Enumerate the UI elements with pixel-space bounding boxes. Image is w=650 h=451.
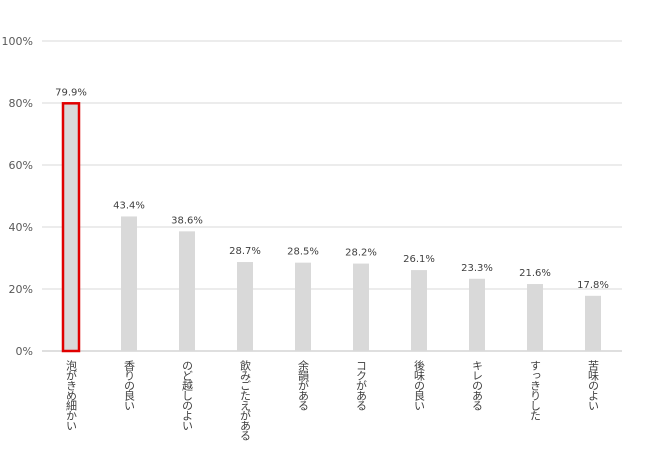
category-label: キレのある: [471, 360, 484, 411]
category-label: すっきりした: [529, 360, 542, 421]
y-tick-label: 20%: [9, 283, 33, 296]
data-labels: 79.9% 43.4% 38.6% 28.7% 28.5% 28.2% 26.1% 23.3%…: [55, 87, 609, 291]
gridlines: [42, 40, 622, 352]
category-label: 飲みごたえがある: [239, 359, 252, 441]
y-tick-label: 40%: [9, 221, 33, 234]
data-label: 26.1%: [403, 254, 435, 265]
data-label: 23.3%: [461, 263, 493, 274]
bar: [295, 262, 311, 351]
category-labels: 泡がきめ細かい 香りの良い のど越しのよい 飲みごたえがある 余韻がある コクがある 後味の…: [65, 359, 600, 441]
data-label: 43.4%: [113, 200, 145, 211]
category-label: のど越しのよい: [181, 360, 194, 430]
data-label: 28.7%: [229, 246, 261, 257]
bar: [353, 263, 369, 351]
category-label: 香りの良い: [123, 360, 136, 410]
bar: [469, 278, 485, 351]
y-tick-label: 80%: [9, 97, 33, 110]
y-tick-label: 100%: [2, 35, 33, 48]
y-axis-ticks: 0% 20% 40% 60% 80% 100%: [2, 35, 33, 358]
data-label: 17.8%: [577, 280, 609, 291]
data-label: 79.9%: [55, 87, 87, 98]
bar-highlighted: [61, 102, 81, 353]
data-label: 28.2%: [345, 248, 377, 259]
category-label: 苦味のよい: [587, 360, 600, 410]
y-tick-label: 60%: [9, 159, 33, 172]
data-label: 21.6%: [519, 268, 551, 279]
bars: [61, 102, 601, 353]
bar: [585, 295, 601, 351]
category-label: 余韻がある: [297, 359, 310, 411]
category-label: コクがある: [355, 360, 368, 411]
category-label: 後味の良い: [413, 359, 426, 410]
data-label: 38.6%: [171, 215, 203, 226]
bar: [179, 231, 195, 351]
data-label: 28.5%: [287, 247, 319, 258]
y-tick-label: 0%: [16, 345, 33, 358]
bar: [411, 270, 427, 351]
bar: [527, 284, 543, 351]
bar: [121, 216, 137, 351]
category-label: 泡がきめ細かい: [65, 359, 78, 430]
bar: [237, 262, 253, 351]
